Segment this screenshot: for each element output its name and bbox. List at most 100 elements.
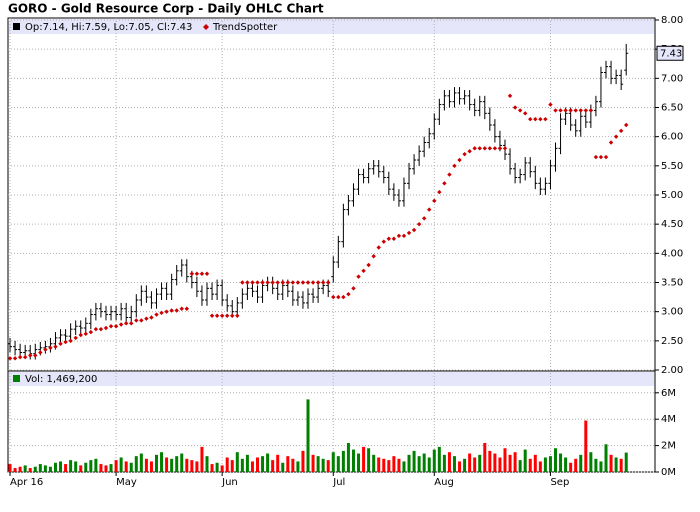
y-tick-label: 4.00 bbox=[661, 248, 683, 259]
volume-bar bbox=[543, 457, 547, 472]
volume-bar bbox=[261, 456, 265, 472]
volume-bar bbox=[215, 462, 219, 472]
trend-dot bbox=[219, 313, 225, 318]
volume-bar bbox=[154, 454, 158, 472]
volume-bar bbox=[609, 454, 613, 472]
volume-bar bbox=[8, 464, 12, 472]
price-legend-band bbox=[9, 19, 654, 34]
trend-dot bbox=[578, 108, 583, 113]
volume-bar bbox=[59, 461, 63, 472]
volume-bar bbox=[559, 453, 563, 472]
y-tick-label: 0M bbox=[661, 467, 676, 478]
volume-bar bbox=[200, 446, 204, 472]
trend-dot bbox=[593, 154, 599, 160]
volume-bar bbox=[129, 462, 133, 472]
volume-bar bbox=[508, 454, 512, 472]
trend-dot bbox=[573, 108, 578, 113]
trend-dot bbox=[512, 105, 518, 110]
volume-bar bbox=[372, 454, 376, 472]
volume-bar bbox=[311, 454, 315, 472]
trend-dot bbox=[149, 315, 154, 320]
volume-bar bbox=[53, 462, 57, 472]
volume-legend-swatch bbox=[13, 375, 20, 382]
volume-bar bbox=[548, 456, 552, 472]
trend-dot bbox=[17, 354, 23, 360]
volume-bar bbox=[38, 464, 42, 472]
volume-bar bbox=[245, 454, 249, 472]
trend-dot bbox=[214, 313, 220, 318]
trend-dot bbox=[341, 294, 346, 300]
trend-dot bbox=[497, 146, 503, 151]
x-tick-label: Jun bbox=[221, 477, 238, 488]
trend-dot bbox=[184, 306, 189, 311]
trend-dot bbox=[28, 353, 33, 358]
trend-dot bbox=[406, 230, 412, 236]
volume-bar bbox=[346, 442, 350, 472]
volume-bar bbox=[119, 457, 123, 472]
trend-dot bbox=[129, 321, 134, 326]
trend-dot bbox=[275, 280, 280, 285]
volume-bar bbox=[336, 456, 340, 472]
volume-bar bbox=[468, 453, 472, 472]
trend-dot bbox=[139, 318, 144, 323]
trend-dot bbox=[189, 271, 195, 276]
x-tick-label: May bbox=[116, 477, 137, 488]
volume-bar bbox=[503, 448, 507, 472]
volume-bar bbox=[437, 446, 441, 472]
volume-bar bbox=[205, 456, 209, 472]
y-tick-label: 4.50 bbox=[661, 219, 683, 230]
volume-bar bbox=[306, 399, 310, 472]
trend-dot bbox=[230, 313, 235, 318]
volume-bar bbox=[170, 458, 174, 472]
x-tick-label: Aug bbox=[434, 477, 454, 488]
volume-bar bbox=[33, 466, 37, 472]
volume-bar bbox=[407, 454, 411, 472]
volume-bar bbox=[235, 452, 239, 472]
volume-bar bbox=[48, 466, 52, 472]
volume-bar bbox=[427, 457, 431, 472]
volume-bar bbox=[447, 452, 451, 472]
volume-bar bbox=[175, 456, 179, 472]
trend-dot bbox=[361, 268, 366, 274]
volume-bar bbox=[94, 458, 98, 472]
volume-bar bbox=[13, 468, 17, 472]
trend-dot bbox=[371, 254, 376, 259]
trend-dot bbox=[331, 294, 336, 300]
trend-dot bbox=[613, 134, 619, 139]
volume-bar bbox=[109, 464, 113, 472]
volume-bar bbox=[422, 453, 426, 472]
volume-bar bbox=[84, 462, 88, 472]
trend-dot bbox=[305, 280, 311, 285]
volume-bar bbox=[43, 465, 47, 472]
volume-bar bbox=[574, 458, 578, 472]
trend-dot bbox=[93, 326, 99, 332]
trend-dot bbox=[295, 280, 301, 285]
x-tick-label: Sep bbox=[550, 477, 569, 488]
trend-dot bbox=[528, 116, 533, 122]
volume-bar bbox=[301, 450, 305, 472]
y-tick-label: 4M bbox=[661, 414, 676, 425]
volume-bar bbox=[69, 460, 73, 472]
volume-bar bbox=[523, 449, 527, 472]
trend-dot bbox=[603, 154, 609, 160]
trend-dot bbox=[199, 271, 205, 276]
y-tick-label: 2.50 bbox=[661, 336, 683, 347]
volume-bar bbox=[271, 460, 275, 472]
volume-bar bbox=[230, 460, 234, 472]
trend-dot bbox=[467, 149, 472, 154]
volume-bar bbox=[144, 458, 148, 472]
trend-dot bbox=[376, 245, 381, 250]
x-tick-label: Jul bbox=[332, 477, 345, 488]
volume-bar bbox=[483, 442, 487, 472]
volume-bar bbox=[533, 454, 537, 472]
y-tick-label: 6.50 bbox=[661, 103, 683, 114]
trend-dot bbox=[38, 350, 43, 355]
trend-dot bbox=[351, 286, 356, 291]
volume-bar bbox=[286, 456, 290, 472]
trend-dot bbox=[396, 233, 402, 239]
volume-bar bbox=[185, 458, 189, 472]
trend-dot bbox=[204, 271, 210, 276]
trend-dot bbox=[48, 345, 53, 351]
trend-dot bbox=[548, 102, 553, 107]
trend-dot bbox=[7, 356, 13, 361]
